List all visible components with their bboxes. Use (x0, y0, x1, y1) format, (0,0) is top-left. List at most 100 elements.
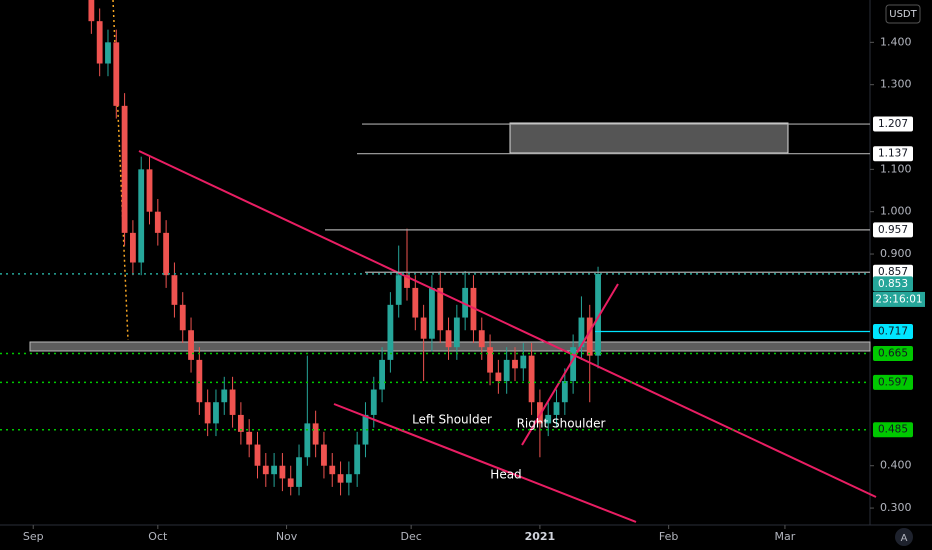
candle-body (312, 423, 319, 445)
candle-body (88, 0, 95, 22)
candle-body (188, 330, 194, 360)
candle-body (105, 42, 111, 64)
candle-body (545, 414, 552, 424)
candle-body (362, 414, 369, 445)
y-tick-label: 0.900 (880, 247, 912, 260)
candle-body (437, 287, 444, 331)
y-tick-label: 0.300 (880, 501, 912, 514)
level-label: 0.597 (878, 376, 908, 388)
candle-body (154, 211, 161, 233)
candle-body (146, 169, 153, 212)
countdown: 23:16:01 (875, 293, 922, 305)
candle-body (121, 105, 128, 233)
candle-body (536, 402, 543, 424)
y-tick-label: 1.000 (880, 205, 912, 218)
x-tick-label: Dec (401, 530, 422, 543)
candle-body (404, 275, 410, 288)
scale-button-label[interactable]: A (901, 533, 908, 544)
y-tick-label: 1.300 (880, 78, 912, 91)
candle-body (329, 465, 336, 475)
level-label-bg (873, 116, 913, 132)
currency-badge[interactable] (885, 4, 921, 24)
level-label-bg (873, 422, 913, 438)
level-label-bg (873, 374, 913, 390)
level-label-bg (873, 146, 913, 162)
candle-body (96, 21, 103, 64)
candle-body (179, 304, 186, 331)
candle-body (387, 304, 394, 360)
candle-body (138, 169, 145, 263)
candle-body (279, 465, 286, 479)
annotation: Left Shoulder (412, 413, 492, 427)
y-tick-label: 0.400 (880, 459, 912, 472)
currency-label[interactable]: USDT (889, 9, 917, 20)
annotation: Right Shoulder (517, 417, 606, 431)
level-label-bg (873, 222, 913, 238)
trend-line (333, 403, 637, 523)
level-label: 0.853 (878, 278, 908, 290)
candle-body (586, 317, 593, 356)
level-label: 0.857 (878, 266, 908, 278)
candle-body (412, 287, 419, 318)
candle-body (296, 457, 302, 487)
trend-line (138, 150, 877, 498)
x-tick-label: 2021 (525, 530, 556, 543)
candle-body (379, 359, 385, 390)
candle-body (487, 347, 493, 373)
candle-body (221, 389, 228, 403)
candles (88, 0, 601, 496)
candle-body (163, 232, 170, 276)
candle-body (237, 414, 244, 432)
candle-body (370, 389, 377, 415)
candle-body (246, 431, 253, 445)
candle-body (321, 444, 327, 466)
y-tick-label: 1.100 (880, 162, 912, 175)
level-label: 1.207 (878, 118, 908, 130)
x-tick-label: Nov (276, 530, 298, 543)
candle-body (229, 389, 236, 415)
annotation: Head (490, 468, 521, 482)
candle-body (345, 474, 352, 483)
level-label-bg (873, 346, 913, 362)
countdown-bg (873, 291, 925, 307)
candle-body (578, 317, 585, 348)
candle-body (503, 359, 510, 382)
candle-body (520, 355, 527, 369)
candle-body (395, 275, 402, 305)
candle-body (561, 381, 568, 403)
level-label-bg (873, 276, 913, 292)
x-tick-label: Feb (659, 530, 678, 543)
candle-body (453, 317, 460, 348)
candle-body (553, 402, 560, 415)
candle-body (129, 232, 136, 263)
candle-body (213, 402, 219, 424)
candle-body (512, 359, 518, 369)
candle-body (204, 402, 211, 424)
candle-body (462, 287, 469, 318)
candle-body (478, 330, 485, 348)
x-tick-label: Oct (148, 530, 168, 543)
candle-body (495, 372, 502, 382)
candle-body (429, 287, 435, 339)
level-label: 0.665 (878, 348, 908, 360)
level-label-bg (873, 324, 913, 340)
candle-body (113, 42, 120, 106)
y-tick-label: 1.400 (880, 35, 912, 48)
level-label: 0.957 (878, 224, 908, 236)
level-label: 0.485 (878, 424, 908, 436)
level-label: 1.137 (878, 148, 908, 160)
level-label: 0.717 (878, 326, 908, 338)
candle-body (262, 465, 269, 475)
level-label-bg (873, 264, 913, 280)
x-tick-label: Mar (775, 530, 796, 543)
candle-body (337, 474, 344, 483)
candle-body (196, 359, 203, 403)
trend-line (521, 283, 619, 446)
x-tick-label: Sep (23, 530, 44, 543)
candle-body (171, 275, 178, 305)
scale-button[interactable] (895, 528, 913, 546)
candle-body (595, 273, 601, 356)
